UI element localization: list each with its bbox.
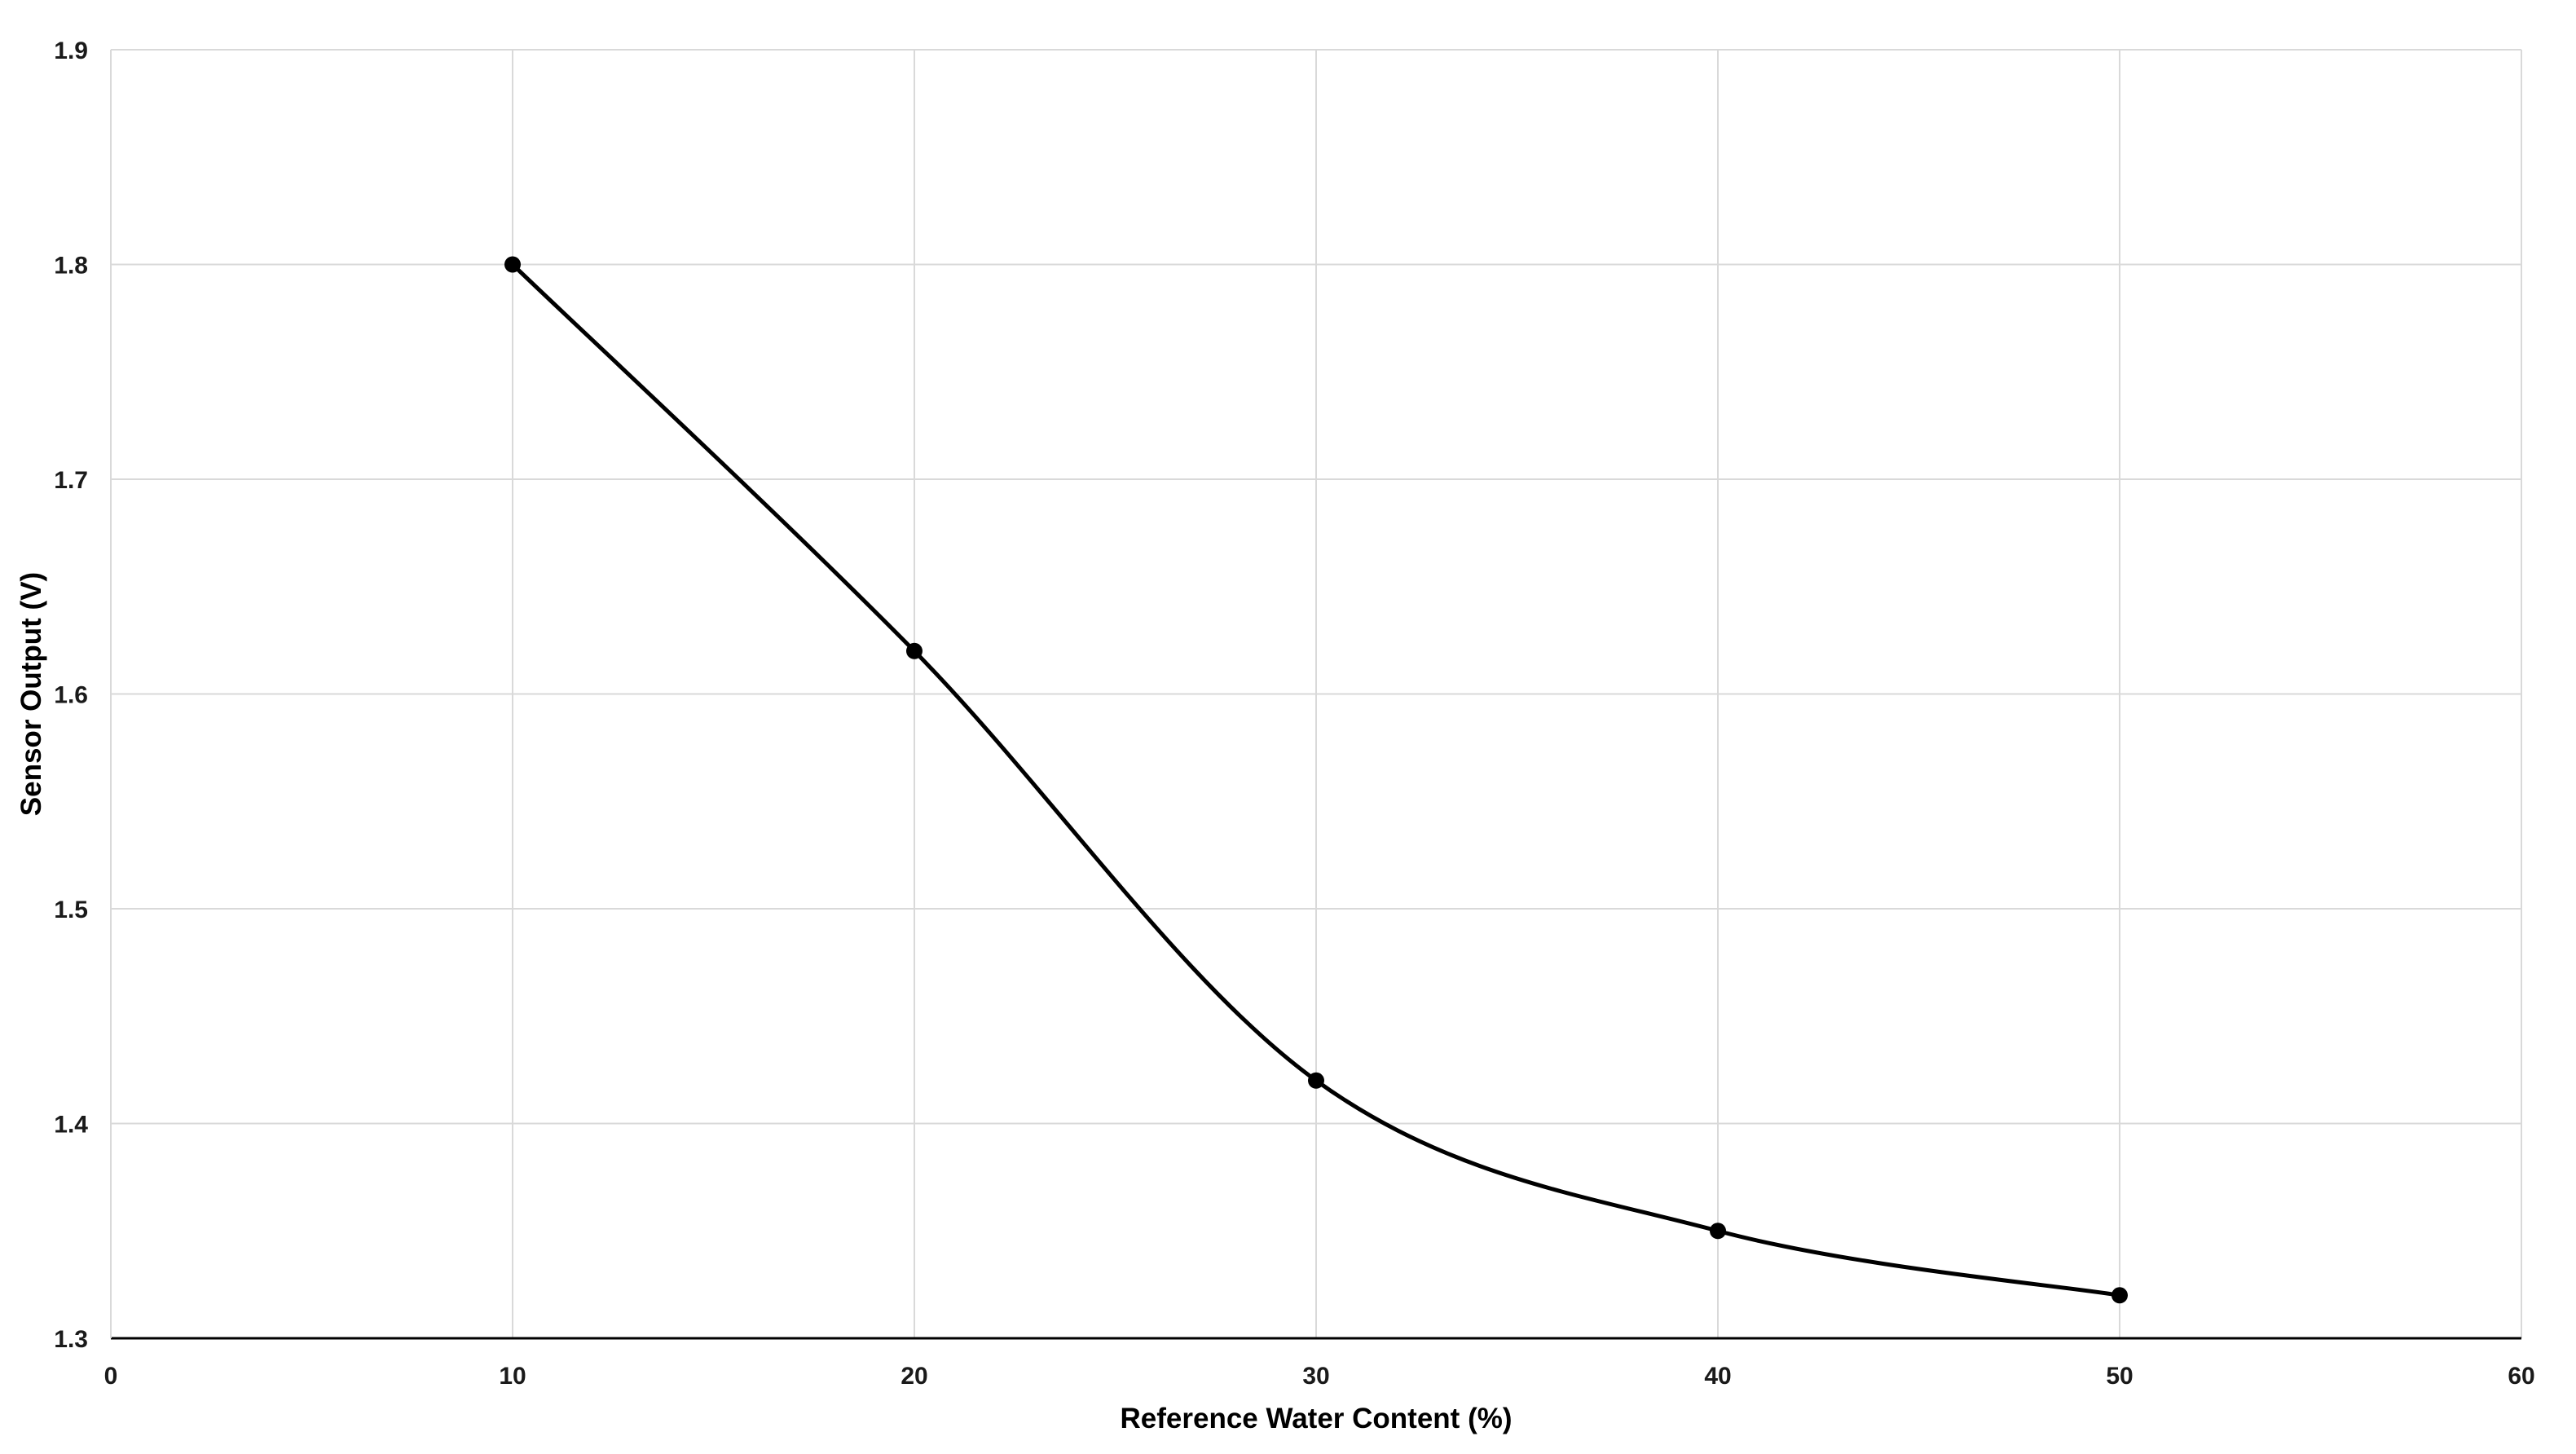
data-point xyxy=(504,256,521,273)
tick-labels: 0 10 20 30 40 50 60 1.3 1.4 1.5 1.6 1.7 1.8 1.9 xyxy=(54,37,2534,1390)
y-axis-title: Sensor Output (V) xyxy=(15,572,47,816)
data-point xyxy=(2111,1287,2128,1304)
series-layer xyxy=(510,262,2122,1298)
y-tick-label: 1.3 xyxy=(54,1326,88,1353)
x-tick-label: 60 xyxy=(2508,1363,2534,1390)
y-tick-label: 1.8 xyxy=(54,253,88,280)
data-point xyxy=(1308,1072,1324,1089)
x-tick-label: 0 xyxy=(104,1363,118,1390)
axes xyxy=(110,50,2521,1340)
x-tick-label: 20 xyxy=(900,1363,927,1390)
x-tick-label: 30 xyxy=(1302,1363,1329,1390)
x-axis-title: Reference Water Content (%) xyxy=(1121,1403,1513,1434)
y-tick-label: 1.5 xyxy=(54,897,88,923)
data-point xyxy=(1710,1223,1726,1240)
y-tick-label: 1.9 xyxy=(54,37,88,64)
y-tick-label: 1.6 xyxy=(54,682,88,709)
x-tick-label: 50 xyxy=(2106,1363,2133,1390)
series-line xyxy=(510,262,2122,1298)
data-points xyxy=(504,256,2128,1304)
gridlines xyxy=(111,49,2522,1338)
data-point xyxy=(906,642,923,659)
x-tick-label: 40 xyxy=(1704,1363,1731,1390)
y-tick-label: 1.7 xyxy=(54,467,88,494)
x-tick-label: 10 xyxy=(499,1363,526,1390)
y-tick-label: 1.4 xyxy=(54,1112,88,1139)
